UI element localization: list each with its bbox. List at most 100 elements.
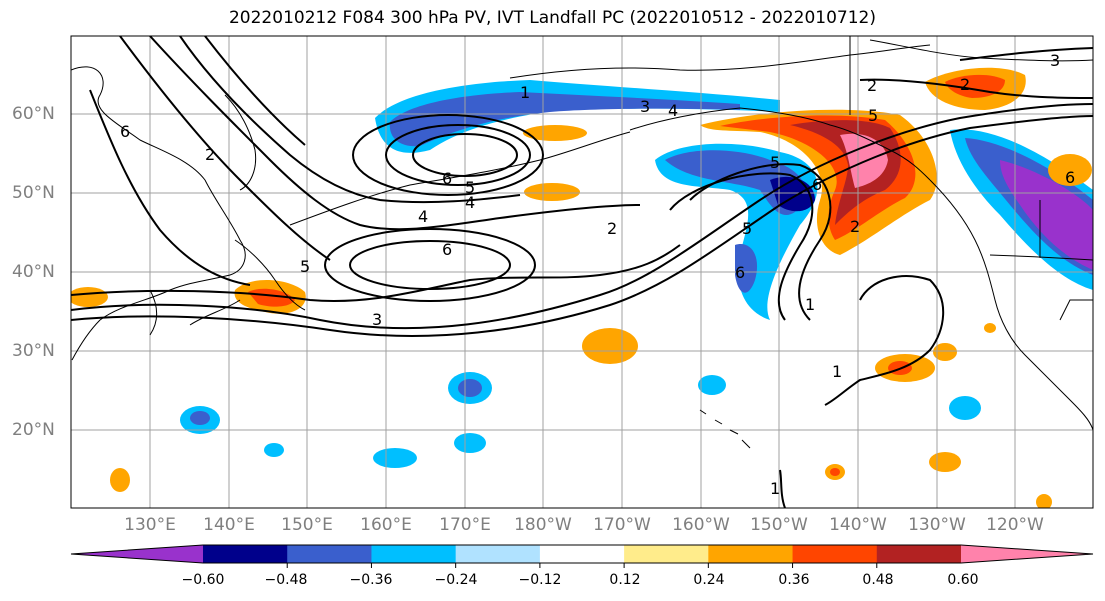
lon-label-150e: 150°E — [281, 515, 333, 535]
contour-label: 2 — [867, 76, 877, 95]
lat-label-60n: 60°N — [12, 104, 55, 124]
colorbar-segment — [287, 545, 372, 563]
colorbar-segment — [371, 545, 457, 563]
contour-label: 6 — [120, 122, 130, 141]
coast-kamchatka — [224, 94, 257, 191]
map-title: 2022010212 F084 300 hPa PV, IVT Landfall… — [228, 8, 876, 28]
coast-japan — [189, 239, 306, 326]
lon-label-150w: 150°W — [750, 515, 808, 535]
contour-label: 1 — [805, 295, 815, 314]
contour-label: 1 — [770, 479, 780, 498]
colorbar-segment — [876, 545, 962, 563]
lon-label-130e: 130°E — [124, 515, 176, 535]
shade-blob-blue-4 — [373, 448, 417, 468]
shade-blob-orange-8 — [929, 452, 961, 472]
lat-label-40n: 40°N — [12, 262, 55, 282]
contour-label: 6 — [1065, 168, 1075, 187]
contour-label: 6 — [735, 263, 745, 282]
shade-blob-blue-3 — [454, 433, 486, 453]
lon-label-170e: 170°E — [439, 515, 491, 535]
lon-label-170w: 170°W — [593, 515, 651, 535]
colorbar-tick-label: −0.24 — [434, 572, 478, 588]
colorbar-segment — [539, 545, 625, 563]
contour-label: 3 — [372, 310, 382, 329]
contour-label: 1 — [832, 362, 842, 381]
colorbar-tick-label: −0.48 — [264, 572, 308, 588]
shade-coast-purple — [1000, 160, 1093, 270]
lon-label-180w: 180°W — [514, 515, 572, 535]
shade-blob-orange-6 — [933, 343, 957, 361]
colorbar-segment — [455, 545, 541, 563]
contour-label: 5 — [300, 257, 310, 276]
coast-na-west — [929, 179, 1093, 431]
lon-label-140e: 140°E — [203, 515, 255, 535]
colorbar-tick-label: 0.24 — [693, 572, 725, 588]
coast-korea — [149, 289, 158, 336]
colorbar-segment — [624, 545, 709, 563]
shade-blob-blue-5 — [698, 375, 726, 395]
colorbar-tick-label: −0.12 — [518, 572, 562, 588]
contour-label: 2 — [960, 75, 970, 94]
colorbar-segment — [792, 545, 878, 563]
contour-label: 6 — [442, 240, 452, 259]
contour-label: 5 — [868, 106, 878, 125]
colorbar-outline — [70, 544, 1094, 564]
shade-blob-orange-9 — [110, 468, 130, 492]
contour-label: 3 — [1050, 51, 1060, 70]
shade-blob-orange-12 — [984, 323, 996, 333]
contour-label: 2 — [850, 217, 860, 236]
map-frame — [70, 35, 1094, 509]
contour-label: 4 — [418, 207, 428, 226]
contour-label: 2 — [607, 219, 617, 238]
colorbar-tick-label: −0.60 — [181, 572, 225, 588]
colorbar-segment — [203, 545, 288, 563]
lon-label-140w: 140°W — [829, 515, 887, 535]
colorbar-extend-high — [961, 545, 1093, 563]
lon-label-120w: 120°W — [986, 515, 1044, 535]
coastlines — [71, 36, 1093, 449]
shade-japan-red — [248, 288, 295, 307]
colorbar-tick-label: 0.48 — [862, 572, 894, 588]
shade-blob-orange-4 — [582, 328, 638, 364]
shade-blob-darkblue-1 — [458, 379, 482, 397]
shade-blob-orange-2 — [523, 125, 587, 141]
lat-label-50n: 50°N — [12, 183, 55, 203]
coast-asia — [71, 66, 246, 361]
colorbar-extend-low — [71, 545, 203, 563]
contour-label: 6 — [442, 169, 452, 188]
contour-label: 4 — [465, 193, 475, 212]
shade-blob-orange-1 — [71, 287, 108, 307]
contour-labels: 1 6 2 3 3 5 2 5 6 5 4 4 6 5 6 2 5 6 1 1 … — [120, 51, 1075, 498]
graticule — [71, 36, 1093, 508]
colorbar-tick-label: −0.36 — [349, 572, 393, 588]
colorbar — [70, 544, 1094, 568]
shade-blob-orange-10 — [1036, 494, 1052, 508]
contour-label: 5 — [770, 153, 780, 172]
border-us — [989, 200, 1093, 321]
contour-label: 2 — [205, 145, 215, 164]
colorbar-tick-label: 0.36 — [778, 572, 810, 588]
shade-blob-orange-3 — [524, 183, 580, 201]
colorbar-segment — [708, 545, 794, 563]
shade-blob-blue-7 — [264, 443, 284, 457]
contour-label: 5 — [465, 178, 475, 197]
pv-contours — [71, 36, 1093, 508]
lon-label-160w: 160°W — [672, 515, 730, 535]
lon-label-160e: 160°E — [360, 515, 412, 535]
colorbar-tick-label: 0.60 — [947, 572, 979, 588]
shade-north-pacific-darkblue — [389, 92, 740, 147]
coast-alaska — [629, 107, 931, 181]
shade-blob-darkblue-2 — [190, 411, 210, 425]
lat-label-20n: 20°N — [12, 420, 55, 440]
shade-blob-orange-11 — [1048, 154, 1092, 186]
coast-hawaii — [699, 409, 751, 449]
shade-blob-red-7 — [830, 468, 840, 476]
contour-label: 3 — [640, 97, 650, 116]
shade-gulf-darkblue — [665, 150, 806, 215]
shade-blob-blue-6 — [949, 396, 981, 420]
contour-label: 4 — [668, 101, 678, 120]
lat-label-30n: 30°N — [12, 341, 55, 361]
contour-label: 6 — [812, 175, 822, 194]
contour-label: 5 — [742, 219, 752, 238]
